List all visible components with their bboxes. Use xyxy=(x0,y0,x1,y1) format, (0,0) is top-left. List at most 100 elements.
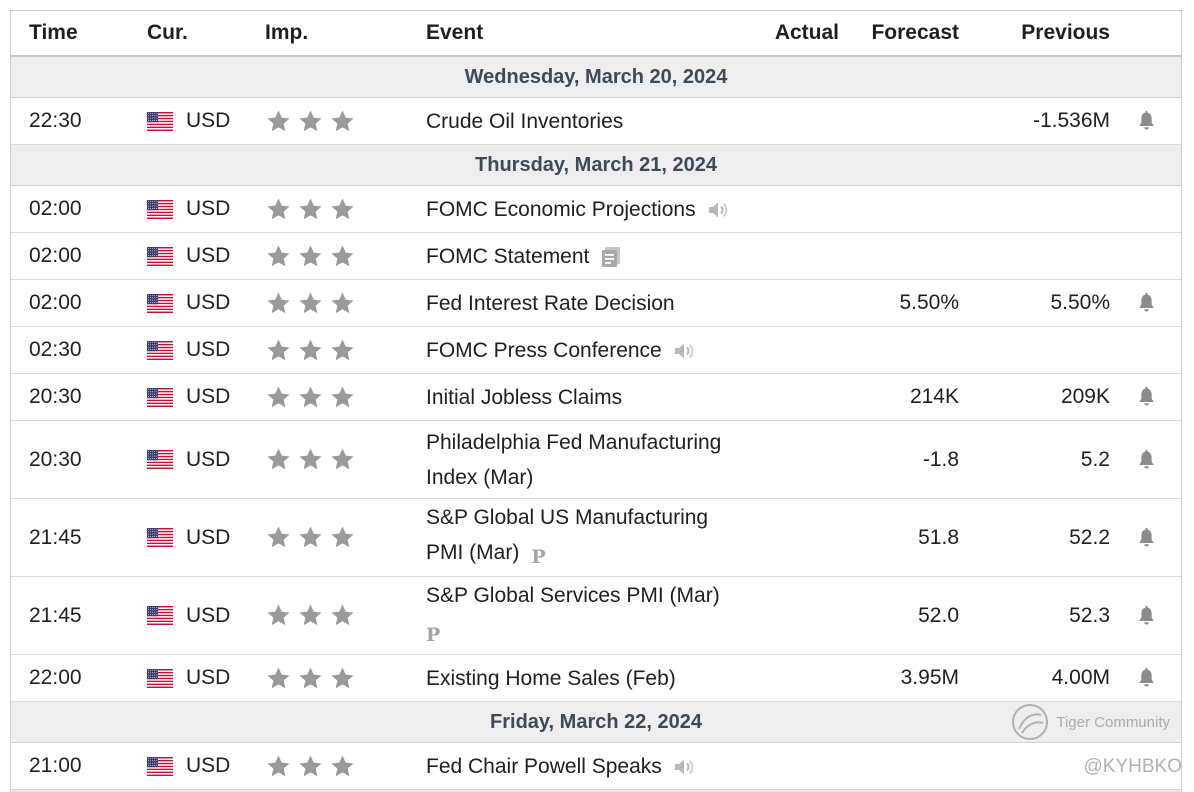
event-name-text: Fed Interest Rate Decision xyxy=(426,291,675,315)
event-name[interactable]: Fed Chair Powell Speaks xyxy=(426,749,696,784)
event-currency: USD xyxy=(147,374,230,420)
event-name[interactable]: S&P Global US Manufacturing PMI (Mar) P xyxy=(426,500,708,575)
importance-star-icon xyxy=(267,198,290,219)
bell-alert-icon[interactable] xyxy=(1137,386,1156,408)
event-name-line: Philadelphia Fed Manufacturing xyxy=(426,425,721,460)
table-row[interactable]: 02:00 USD FOMC Economic Projections xyxy=(11,186,1181,233)
importance-star-icon xyxy=(267,339,290,360)
currency-code: USD xyxy=(186,447,231,471)
importance-stars xyxy=(265,243,356,270)
event-alert[interactable] xyxy=(1133,98,1159,144)
table-row[interactable]: 02:30 USD FOMC Press Conference xyxy=(11,327,1181,374)
event-forecast: 214K xyxy=(909,385,959,408)
event-alert[interactable] xyxy=(1133,280,1159,326)
event-name[interactable]: FOMC Economic Projections xyxy=(426,192,730,227)
event-previous: 5.50% xyxy=(1050,291,1110,314)
bell-alert-icon[interactable] xyxy=(1137,449,1156,471)
event-time: 20:30 xyxy=(29,447,82,471)
table-row[interactable]: 20:30 USD Philadelphia Fed Manufacturing In… xyxy=(11,421,1181,499)
event-name[interactable]: Existing Home Sales (Feb) xyxy=(426,661,676,696)
event-alert[interactable] xyxy=(1133,655,1159,701)
event-alert[interactable] xyxy=(1133,374,1159,420)
document-icon[interactable] xyxy=(599,245,623,269)
event-name-text: FOMC Economic Projections xyxy=(426,197,696,221)
event-name[interactable]: FOMC Statement xyxy=(426,239,623,274)
event-importance xyxy=(265,233,356,279)
importance-star-icon xyxy=(299,339,322,360)
table-row[interactable]: 21:00 USD Fed Chair Powell Speaks xyxy=(11,743,1181,790)
preliminary-icon[interactable]: P xyxy=(531,546,546,568)
event-name-text: Philadelphia Fed Manufacturing xyxy=(426,430,722,454)
event-name-cell: Crude Oil Inventories xyxy=(426,98,756,144)
event-time: 22:30 xyxy=(29,109,82,132)
event-actual xyxy=(761,98,839,144)
event-name-cell: S&P Global US Manufacturing PMI (Mar) P xyxy=(426,499,756,576)
column-header-actual[interactable]: Actual xyxy=(774,21,839,44)
event-time: 02:00 xyxy=(29,197,82,220)
importance-stars xyxy=(265,337,356,364)
currency-code: USD xyxy=(186,385,231,408)
bell-alert-icon[interactable] xyxy=(1137,292,1156,314)
column-header-currency[interactable]: Cur. xyxy=(147,21,188,44)
event-name-line: PMI (Mar) P xyxy=(426,535,708,575)
event-alert[interactable] xyxy=(1133,577,1159,654)
bell-alert-icon[interactable] xyxy=(1137,110,1156,132)
column-header-previous[interactable]: Previous xyxy=(1021,21,1110,44)
event-name[interactable]: Crude Oil Inventories xyxy=(426,104,623,139)
table-row[interactable]: 20:30 USD Initial Jobless Claims 214K 209K xyxy=(11,374,1181,421)
event-currency: USD xyxy=(147,186,230,232)
event-actual xyxy=(761,280,839,326)
event-alert[interactable] xyxy=(1133,499,1159,576)
bottom-edge-shadow xyxy=(11,789,1181,792)
event-name[interactable]: Fed Interest Rate Decision xyxy=(426,286,675,321)
importance-star-icon xyxy=(299,110,322,131)
speaker-icon[interactable] xyxy=(706,198,730,222)
table-row[interactable]: 22:00 USD Existing Home Sales (Feb) 3.95M 4.… xyxy=(11,655,1181,702)
event-name[interactable]: Initial Jobless Claims xyxy=(426,380,622,415)
importance-star-icon xyxy=(299,448,322,470)
importance-star-icon xyxy=(331,604,354,626)
table-row[interactable]: 21:45 USD S&P Global US Manufacturing PMI (… xyxy=(11,499,1181,577)
preliminary-icon[interactable]: P xyxy=(426,624,441,646)
table-row[interactable]: 02:00 USD FOMC Statement xyxy=(11,233,1181,280)
event-name[interactable]: Philadelphia Fed Manufacturing Index (Mar… xyxy=(426,425,721,495)
event-actual xyxy=(761,233,839,279)
bell-alert-icon[interactable] xyxy=(1137,605,1156,627)
event-importance xyxy=(265,280,356,326)
currency-code: USD xyxy=(186,525,231,549)
table-row[interactable]: 02:00 USD Fed Interest Rate Decision 5.50% 5… xyxy=(11,280,1181,327)
event-importance xyxy=(265,327,356,373)
event-name[interactable]: FOMC Press Conference xyxy=(426,333,696,368)
event-actual xyxy=(761,743,839,789)
importance-star-icon xyxy=(331,448,354,470)
event-name-line: FOMC Statement xyxy=(426,239,623,274)
bell-alert-icon[interactable] xyxy=(1137,667,1156,689)
event-importance xyxy=(265,98,356,144)
event-previous: 4.00M xyxy=(1051,666,1110,689)
event-actual xyxy=(761,186,839,232)
event-name-text: Crude Oil Inventories xyxy=(426,109,624,133)
event-alert[interactable] xyxy=(1133,421,1159,498)
bell-alert-icon[interactable] xyxy=(1137,527,1156,549)
column-header-event[interactable]: Event xyxy=(426,21,484,44)
column-header-time[interactable]: Time xyxy=(29,21,78,44)
importance-star-icon xyxy=(267,386,290,407)
speaker-icon[interactable] xyxy=(672,339,696,363)
currency-code: USD xyxy=(186,109,231,132)
column-header-forecast[interactable]: Forecast xyxy=(871,21,959,44)
table-row[interactable]: 21:45 USD S&P Global Services PMI (Mar) P 52… xyxy=(11,577,1181,655)
event-forecast: 3.95M xyxy=(900,666,959,689)
event-name-line: Crude Oil Inventories xyxy=(426,104,623,139)
speaker-icon[interactable] xyxy=(672,755,696,779)
column-header-importance[interactable]: Imp. xyxy=(265,21,309,44)
event-actual xyxy=(761,577,839,654)
table-row[interactable]: 22:30 USD Crude Oil Inventories -1.536M xyxy=(11,98,1181,145)
event-forecast xyxy=(851,186,959,232)
event-name-line: Initial Jobless Claims xyxy=(426,380,622,415)
event-name[interactable]: S&P Global Services PMI (Mar) P xyxy=(426,578,720,653)
event-name-text: S&P Global US Manufacturing xyxy=(426,506,709,529)
event-forecast: 52.0 xyxy=(918,603,959,627)
currency-code: USD xyxy=(186,197,231,220)
importance-stars xyxy=(265,384,356,411)
importance-star-icon xyxy=(331,339,354,360)
